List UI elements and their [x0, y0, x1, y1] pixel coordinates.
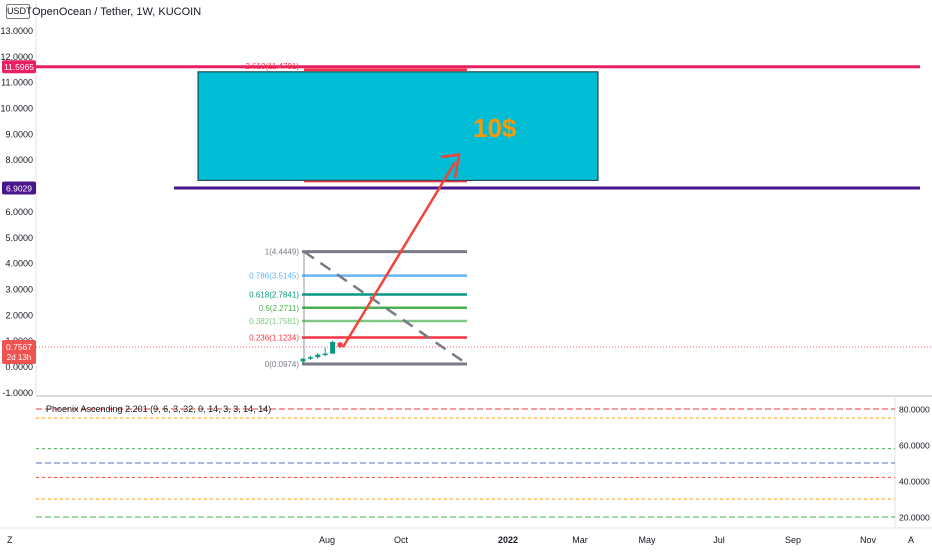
- time-zone-toggle[interactable]: Z: [7, 535, 13, 545]
- arrow-head: [440, 153, 461, 179]
- fib-level-label: 1(4.4449): [265, 248, 300, 257]
- price-tick-label: 3.0000: [5, 284, 33, 294]
- fib-level-label: 0.5(2.2711): [259, 304, 300, 313]
- time-axis-label: 2022: [498, 535, 518, 545]
- indicator-scale-label: 60.0000: [899, 441, 930, 451]
- price-tick-label: 11.0000: [1, 78, 33, 88]
- price-tick-label: 8.0000: [5, 155, 33, 165]
- price-marker[interactable]: [2, 60, 36, 74]
- price-tick-label: 12.0000: [0, 52, 33, 62]
- time-axis-label: Sep: [785, 535, 801, 545]
- price-tick-label: 9.0000: [5, 129, 33, 139]
- candle-body[interactable]: [337, 342, 343, 347]
- target-box[interactable]: [197, 71, 599, 181]
- price-tick-label: 13.0000: [0, 26, 33, 36]
- fib-level-label: 0.786(3.5145): [249, 272, 299, 281]
- last-price-marker[interactable]: [2, 339, 36, 364]
- time-axis-label: Aug: [319, 535, 335, 545]
- fib-trend-line[interactable]: [303, 250, 468, 366]
- fib-level-label: 0.618(2.7841): [249, 291, 299, 300]
- candle-body[interactable]: [300, 358, 306, 362]
- price-marker-label: 11.5965: [4, 62, 34, 72]
- indicator-name[interactable]: Phoenix Ascending 2.201 (9, 6, 3, 32, 0,…: [46, 404, 271, 414]
- quote-currency-label: USDT: [7, 6, 32, 16]
- time-axis-label: Nov: [860, 535, 877, 545]
- indicator-scale-label: 20.0000: [899, 513, 930, 523]
- candle-body[interactable]: [330, 341, 336, 354]
- indicator-scale-label: 80.0000: [899, 405, 930, 415]
- auto-scale-toggle[interactable]: A: [908, 535, 914, 545]
- time-axis-label: Mar: [572, 535, 588, 545]
- fib-level-label: 0(0.0974): [265, 360, 300, 369]
- fib-level-label: 0.236(1.1234): [249, 333, 299, 342]
- time-axis-label: May: [638, 535, 656, 545]
- chart-title: OpenOcean / Tether, 1W, KUCOIN: [32, 6, 202, 18]
- last-price-label: 0.7567: [6, 342, 32, 352]
- price-tick-label: 5.0000: [5, 233, 33, 243]
- fib-level-label: 2.618(11.4791): [245, 62, 299, 71]
- time-axis-label: Oct: [394, 535, 409, 545]
- candle-body[interactable]: [307, 357, 313, 359]
- candle-body[interactable]: [315, 354, 321, 358]
- bar-countdown-label: 2d 13h: [7, 353, 31, 362]
- target-label: 10$: [473, 113, 517, 143]
- price-tick-label: 0.0000: [5, 362, 33, 372]
- price-marker[interactable]: [2, 181, 36, 195]
- time-axis-label: Jul: [713, 535, 725, 545]
- quote-currency-badge[interactable]: USDT: [6, 4, 32, 19]
- candle-body[interactable]: [322, 353, 328, 356]
- price-tick-label: 2.0000: [5, 310, 33, 320]
- price-tick-label: 10.0000: [0, 104, 33, 114]
- price-tick-label: 6.0000: [5, 207, 33, 217]
- price-tick-label: -1.0000: [2, 388, 33, 398]
- arrow-line[interactable]: [341, 161, 457, 348]
- indicator-scale-label: 40.0000: [899, 477, 930, 487]
- price-tick-label: 4.0000: [5, 259, 33, 269]
- price-marker-label: 6.9029: [6, 183, 32, 193]
- fib-level-label: 0.382(1.7581): [249, 317, 299, 326]
